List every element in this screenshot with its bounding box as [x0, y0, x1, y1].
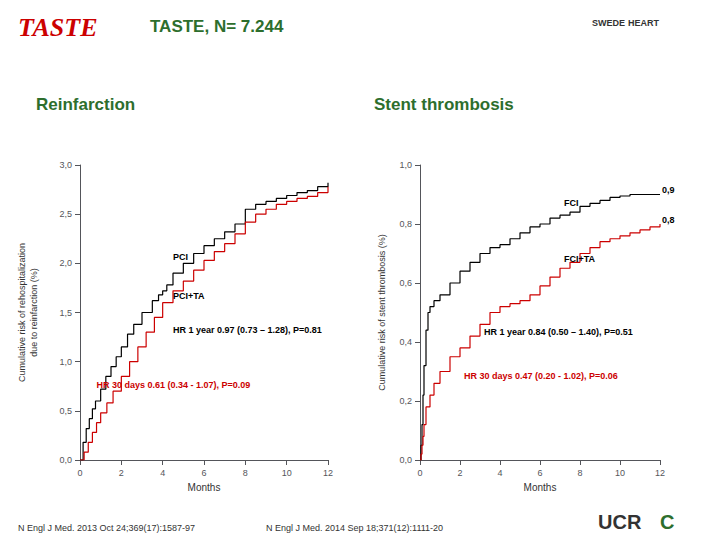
svg-text:HR 30 days 0.61 (0.34 - 1.07),: HR 30 days 0.61 (0.34 - 1.07), P=0.09 — [97, 380, 251, 390]
svg-text:4: 4 — [160, 468, 165, 478]
svg-text:2,5: 2,5 — [59, 209, 72, 219]
svg-text:8: 8 — [577, 468, 582, 478]
svg-text:1,0: 1,0 — [59, 357, 72, 367]
svg-text:Months: Months — [524, 482, 557, 493]
svg-text:Months: Months — [188, 482, 221, 493]
svg-text:4: 4 — [497, 468, 502, 478]
svg-text:SWEDE: SWEDE — [592, 18, 625, 28]
svg-text:0,5: 0,5 — [59, 406, 72, 416]
svg-text:PCI: PCI — [173, 252, 188, 262]
svg-text:TASTE, N= 7.244: TASTE, N= 7.244 — [150, 17, 284, 36]
svg-text:0,8: 0,8 — [662, 215, 675, 225]
svg-text:due to reinfarction (%): due to reinfarction (%) — [29, 268, 39, 357]
svg-text:HR 1 year 0.84 (0.50 – 1.40),: HR 1 year 0.84 (0.50 – 1.40), P=0.51 — [484, 327, 633, 337]
svg-text:C: C — [660, 511, 674, 533]
svg-text:N Engl J Med. 2013 Oct 24;369(: N Engl J Med. 2013 Oct 24;369(17):1587-9… — [18, 523, 195, 533]
svg-text:PCI+TA: PCI+TA — [173, 291, 205, 301]
svg-text:Stent thrombosis: Stent thrombosis — [374, 95, 514, 114]
svg-text:Reinfarction: Reinfarction — [36, 95, 135, 114]
svg-text:0,9: 0,9 — [662, 185, 675, 195]
svg-text:HR 30 days 0.47 (0.20 - 1.02),: HR 30 days 0.47 (0.20 - 1.02), P=0.06 — [464, 371, 618, 381]
svg-text:0,2: 0,2 — [399, 396, 412, 406]
svg-text:6: 6 — [201, 468, 206, 478]
svg-text:12: 12 — [323, 468, 333, 478]
svg-text:6: 6 — [537, 468, 542, 478]
svg-text:10: 10 — [282, 468, 292, 478]
svg-text:HEART: HEART — [628, 18, 660, 28]
svg-text:8: 8 — [243, 468, 248, 478]
svg-text:3,0: 3,0 — [59, 160, 72, 170]
svg-text:0,0: 0,0 — [59, 455, 72, 465]
svg-text:1,5: 1,5 — [59, 308, 72, 318]
svg-text:0,6: 0,6 — [399, 278, 412, 288]
svg-text:10: 10 — [615, 468, 625, 478]
svg-text:FCI+TA: FCI+TA — [564, 254, 596, 264]
svg-text:1,0: 1,0 — [399, 160, 412, 170]
svg-text:N Engl J Med. 2014 Sep 18;371(: N Engl J Med. 2014 Sep 18;371(12):1111-2… — [266, 523, 443, 533]
svg-text:2: 2 — [119, 468, 124, 478]
svg-text:UCR: UCR — [598, 511, 642, 533]
svg-text:Cumulative risk of rehospitali: Cumulative risk of rehospitalization — [17, 243, 27, 382]
svg-text:2,0: 2,0 — [59, 258, 72, 268]
svg-text:2: 2 — [457, 468, 462, 478]
svg-text:Cumulative risk of stent throm: Cumulative risk of stent thrombosis (%) — [377, 234, 387, 391]
svg-text:0: 0 — [77, 468, 82, 478]
svg-text:0,8: 0,8 — [399, 219, 412, 229]
svg-text:HR 1 year 0.97 (0.73 – 1.28),: HR 1 year 0.97 (0.73 – 1.28), P=0.81 — [173, 325, 322, 335]
svg-text:12: 12 — [655, 468, 665, 478]
svg-text:FCI: FCI — [564, 198, 579, 208]
svg-text:0: 0 — [417, 468, 422, 478]
svg-text:TASTE: TASTE — [18, 13, 97, 42]
svg-text:0,0: 0,0 — [399, 455, 412, 465]
svg-text:0,4: 0,4 — [399, 337, 412, 347]
